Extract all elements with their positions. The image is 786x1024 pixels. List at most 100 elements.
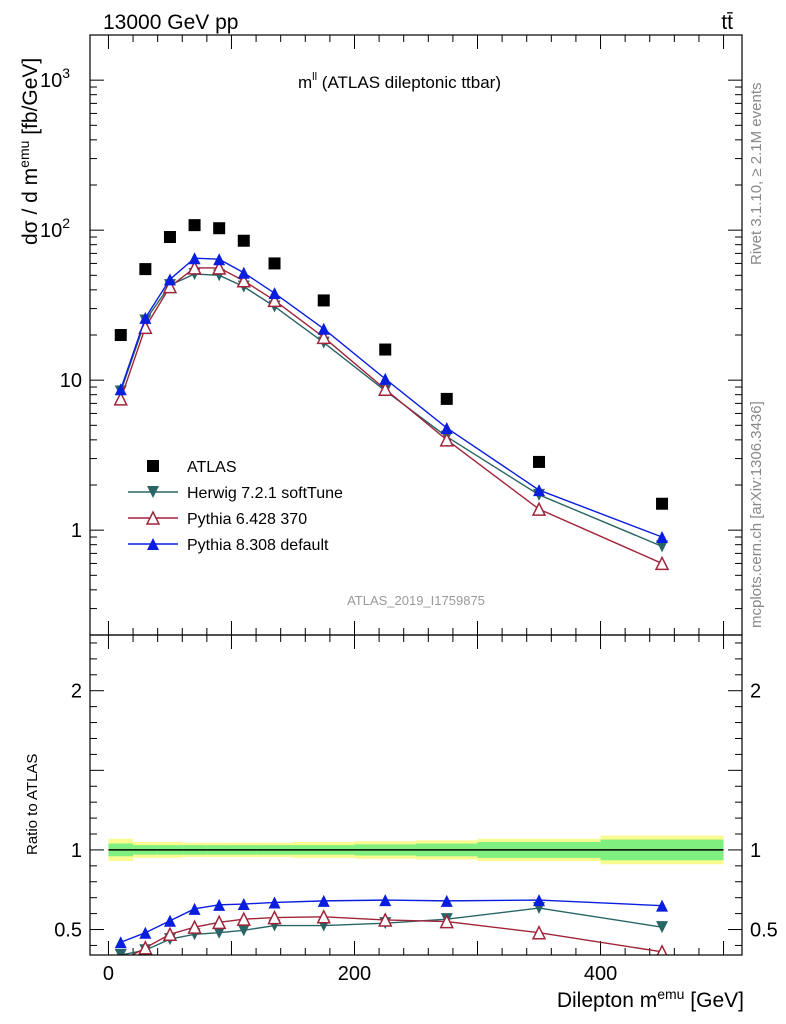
main-point-atlas — [440, 392, 453, 405]
main-point-pythia8 — [656, 531, 669, 544]
main-point-atlas — [656, 497, 669, 510]
main-point-atlas — [379, 343, 392, 356]
ratio-point-pythia8 — [533, 894, 546, 907]
mcplots-label: mcplots.cern.ch [arXiv:1306.3436] — [748, 401, 765, 628]
x-axis-label: Dilepton memu [GeV] — [557, 986, 744, 1012]
ratio-point-pythia8 — [213, 898, 226, 911]
main-point-atlas — [317, 294, 330, 307]
main-point-atlas — [268, 257, 281, 270]
ratio-point-pythia8 — [379, 894, 392, 907]
ratio-point-pythia6 — [236, 911, 251, 926]
ratio-y-tick-label-left: 2 — [71, 681, 82, 703]
legend-marker-pythia6 — [145, 510, 161, 525]
main-point-pythia8 — [317, 322, 330, 335]
main-point-pythia8 — [533, 484, 546, 497]
ratio-point-herwig — [213, 926, 226, 939]
x-tick-label: 0 — [103, 963, 114, 985]
main-point-pythia6 — [316, 329, 331, 345]
main-point-pythia6 — [531, 501, 547, 516]
ratio-point-pythia6 — [162, 926, 178, 942]
main-y-label: dσ / d memu [fb/GeV] — [16, 58, 42, 245]
ratio-point-pythia8 — [268, 896, 281, 909]
ratio-point-pythia6 — [138, 940, 153, 955]
ratio-point-pythia6 — [267, 909, 282, 925]
main-point-pythia6 — [378, 381, 393, 396]
ratio-point-pythia6 — [120, 953, 122, 955]
ratio-point-pythia8 — [237, 898, 250, 911]
legend-label-herwig: Herwig 7.2.1 softTune — [187, 485, 343, 502]
plot-title: mll (ATLAS dileptonic ttbar) — [298, 71, 501, 92]
main-point-pythia8 — [114, 383, 127, 396]
main-point-pythia6 — [187, 260, 202, 275]
main-series-line-pythia8 — [120, 257, 663, 538]
ratio-point-pythia6 — [211, 914, 227, 930]
main-point-pythia6 — [439, 432, 454, 447]
legend-label-pythia6: Pythia 6.428 370 — [187, 511, 307, 528]
legend-label-pythia8: Pythia 8.308 default — [187, 537, 329, 554]
legend-marker-herwig — [147, 486, 159, 498]
ratio-point-pythia6 — [531, 925, 547, 940]
main-y-tick-label: 102 — [40, 215, 70, 242]
main-point-pythia6 — [113, 391, 128, 406]
ratio-plot-frame — [89, 634, 743, 956]
x-tick-label: 200 — [338, 963, 371, 985]
ratio-point-pythia8 — [139, 926, 152, 939]
main-point-pythia6 — [162, 278, 178, 294]
main-point-atlas — [114, 329, 127, 341]
ratio-y-tick-label-right: 2 — [750, 681, 761, 703]
header-right: tt̄ — [721, 11, 733, 34]
main-point-pythia8 — [440, 421, 453, 434]
ratio-y-tick-label-left: 1 — [71, 840, 82, 862]
ratio-point-pythia6 — [316, 909, 331, 924]
main-point-pythia8 — [139, 311, 152, 324]
ratio-y-label: Ratio to ATLAS — [24, 754, 41, 855]
rivet-label: Rivet 3.1.10, ≥ 2.1M events — [748, 83, 765, 266]
legend-marker-atlas — [147, 460, 159, 472]
ratio-y-tick-label-left: 0.5 — [54, 920, 82, 942]
main-series-line-pythia6 — [120, 267, 663, 565]
ratio-series-group — [114, 894, 669, 955]
ratio-plot: 0.5 0.5 1 1 2 2 0 200 400 — [54, 635, 778, 985]
main-point-pythia8 — [237, 266, 250, 279]
ratio-y-tick-label-right: 1 — [750, 840, 761, 862]
x-tick-label: 400 — [584, 963, 617, 985]
ratio-point-pythia8 — [188, 902, 201, 915]
analysis-watermark: ATLAS_2019_I1759875 — [347, 593, 485, 608]
ratio-point-pythia8 — [440, 894, 453, 907]
main-point-pythia8 — [379, 372, 392, 385]
main-point-atlas — [237, 234, 250, 247]
main-y-tick-label: 10 — [60, 370, 82, 392]
main-plot: 1 10 102 103 — [40, 34, 742, 636]
main-y-tick-label: 1 — [71, 520, 82, 542]
ratio-series-line-pythia8 — [120, 899, 663, 943]
main-point-atlas — [533, 455, 546, 468]
main-point-pythia8 — [188, 252, 201, 265]
ratio-point-pythia8 — [163, 914, 176, 927]
main-point-atlas — [163, 231, 176, 244]
ratio-point-pythia8 — [114, 936, 127, 949]
ratio-point-pythia6 — [439, 913, 454, 929]
legend-marker-pythia8 — [147, 538, 159, 550]
ratio-point-herwig — [237, 924, 250, 937]
main-point-pythia6 — [211, 260, 227, 275]
main-point-herwig — [656, 540, 669, 553]
legend-label-atlas: ATLAS — [187, 459, 237, 476]
main-point-pythia8 — [213, 253, 226, 266]
main-point-pythia6 — [654, 555, 670, 571]
main-y-tick-label: 103 — [40, 65, 70, 92]
ratio-point-pythia8 — [317, 894, 330, 907]
ratio-point-herwig — [656, 921, 669, 934]
header-left: 13000 GeV pp — [103, 11, 238, 34]
ratio-uncertainty-band — [108, 835, 724, 865]
ratio-y-tick-label-right: 0.5 — [750, 920, 778, 942]
ratio-point-pythia6 — [656, 944, 668, 955]
main-point-pythia8 — [163, 273, 176, 286]
main-point-pythia8 — [268, 287, 281, 300]
legend: ATLAS Herwig 7.2.1 softTune Pythia 6.428 3… — [128, 459, 343, 554]
main-point-pythia6 — [236, 273, 251, 288]
main-point-atlas — [213, 222, 226, 235]
main-point-atlas — [188, 219, 201, 232]
ratio-point-pythia8 — [656, 899, 669, 912]
ratio-point-pythia6 — [378, 912, 393, 927]
